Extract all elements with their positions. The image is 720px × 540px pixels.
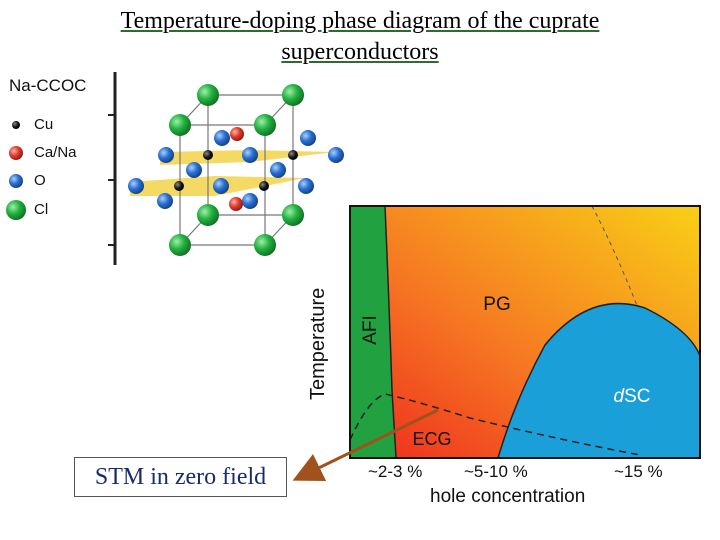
phase-label-afi: AFI xyxy=(360,315,381,345)
crystal-structure xyxy=(6,72,344,265)
stm-annotation-box: STM in zero field xyxy=(74,457,287,497)
x-tick-high: ~15 % xyxy=(614,462,663,481)
legend-dot-cl xyxy=(6,200,26,220)
phase-label-pg: PG xyxy=(483,294,510,315)
o-atoms xyxy=(128,130,344,209)
legend-label-cu: Cu xyxy=(34,116,54,133)
phase-diagram: AFI PG dSC ECG xyxy=(349,205,701,459)
legend-label-ca-na: Ca/Na xyxy=(34,144,77,161)
phase-label-dsc: dSC xyxy=(614,386,651,407)
ecg-boundary xyxy=(349,393,641,456)
slide-title-text: Temperature-doping phase diagram of the … xyxy=(120,8,600,65)
structure-label: Na-CCOC xyxy=(9,76,87,95)
cu-atoms xyxy=(174,150,298,191)
cl-atoms xyxy=(169,84,304,256)
stm-annotation-text: STM in zero field xyxy=(94,463,267,490)
ca-na-atoms xyxy=(229,127,244,211)
legend-dot-o xyxy=(9,174,23,188)
legend-label-cl: Cl xyxy=(34,201,49,218)
legend-label-o: O xyxy=(34,172,46,189)
legend-dot-ca-na xyxy=(9,146,23,160)
legend-dot-cu xyxy=(12,121,20,129)
phase-label-ecg: ECG xyxy=(412,429,451,449)
dsc-dome xyxy=(498,303,700,458)
x-axis-label: hole concentration xyxy=(430,486,586,507)
afi-region xyxy=(350,206,396,458)
x-tick-low: ~2-3 % xyxy=(368,462,423,481)
x-tick-mid: ~5-10 % xyxy=(464,462,528,481)
stm-arrow xyxy=(292,408,439,482)
slide-title: Temperature-doping phase diagram of the … xyxy=(40,6,680,68)
y-axis-label: Temperature xyxy=(307,287,329,400)
pg-crossover xyxy=(591,205,639,309)
